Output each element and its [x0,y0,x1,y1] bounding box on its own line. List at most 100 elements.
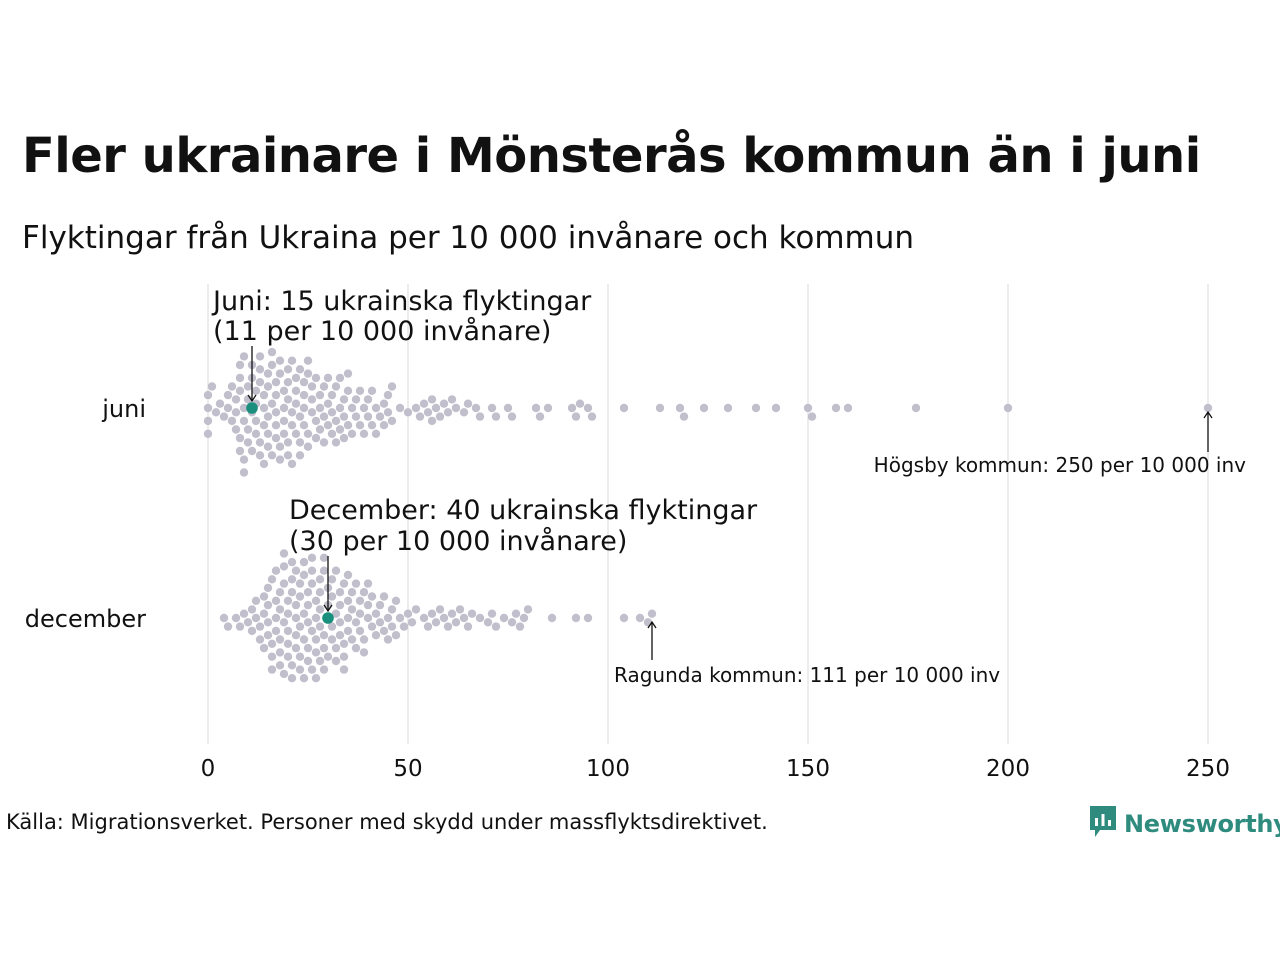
data-point [207,382,217,391]
data-point [575,399,585,408]
highlight-point [246,402,258,414]
data-point [383,408,393,417]
data-point [483,618,493,627]
data-point [411,605,421,614]
data-point [571,613,581,623]
data-point [443,408,453,417]
data-point [643,618,653,627]
highlight-arrowhead [323,604,333,613]
data-point [619,613,629,623]
data-point [263,618,273,627]
data-point [307,566,317,575]
data-point [327,622,337,631]
data-point [807,412,817,421]
data-point [459,408,469,417]
data-point [271,566,281,575]
data-point [323,652,333,661]
chart-title: Fler ukrainare i Mönsterås kommun än i j… [22,128,1201,184]
data-point [363,412,373,421]
data-point [295,451,305,460]
data-point [275,661,285,670]
data-point [583,613,593,623]
data-point [335,618,345,627]
data-point [367,622,377,631]
max-annotation: Ragunda kommun: 111 per 10 000 inv [614,663,1000,687]
data-point [291,643,301,653]
data-point [319,412,329,421]
x-tick-label: 0 [201,756,216,782]
data-point [635,613,645,623]
data-point [455,605,465,614]
data-point [311,613,321,623]
data-point [351,643,361,653]
data-point [319,382,329,391]
data-point [271,408,281,417]
category-label: juni [101,395,146,423]
data-point [327,408,337,417]
data-point [255,438,265,447]
data-point [267,639,277,648]
data-point [583,403,593,413]
data-point [259,403,269,413]
data-point [267,575,277,584]
data-point [251,386,261,395]
data-point [359,648,369,657]
data-point [287,421,297,430]
data-point [291,429,301,438]
data-point [439,613,449,623]
data-point [219,412,229,421]
data-point [275,635,285,644]
data-point [571,412,581,421]
data-point [411,403,421,413]
data-point [287,575,297,584]
data-point [395,613,405,623]
data-point [383,390,393,400]
data-point [379,399,389,408]
data-point [391,631,401,640]
data-point [331,643,341,653]
data-point [403,609,413,618]
data-point [339,652,349,661]
data-point [511,609,521,618]
data-point [275,455,285,464]
highlight-point [322,612,334,624]
data-point [303,369,313,378]
data-point [339,639,349,648]
data-point [299,421,309,430]
data-point [223,622,233,631]
data-point [315,656,325,666]
data-point [379,592,389,601]
max-arrowhead [1203,410,1213,419]
data-point [235,386,245,395]
data-point [275,369,285,378]
data-point [275,588,285,597]
data-point [679,412,689,421]
data-point [311,373,321,383]
data-point [375,412,385,421]
data-point [351,618,361,627]
data-point [331,656,341,666]
data-point [307,382,317,391]
data-point [279,579,289,588]
data-point [391,596,401,605]
data-point [339,579,349,588]
data-point [303,356,313,365]
data-point [319,438,329,447]
x-tick-label: 100 [586,756,630,782]
data-point [323,373,333,383]
data-point [299,390,309,400]
data-point [203,416,213,426]
data-point [235,373,245,383]
data-point [243,382,253,391]
data-point [375,618,385,627]
data-point [451,403,461,413]
data-point [311,416,321,426]
data-point [271,613,281,623]
data-point [335,588,345,597]
data-point [911,403,921,413]
highlight-annotation-line1: Juni: 15 ukrainska flyktingar [211,286,592,317]
data-point [339,433,349,443]
data-point [315,425,325,434]
data-point [535,412,545,421]
data-point [467,609,477,618]
